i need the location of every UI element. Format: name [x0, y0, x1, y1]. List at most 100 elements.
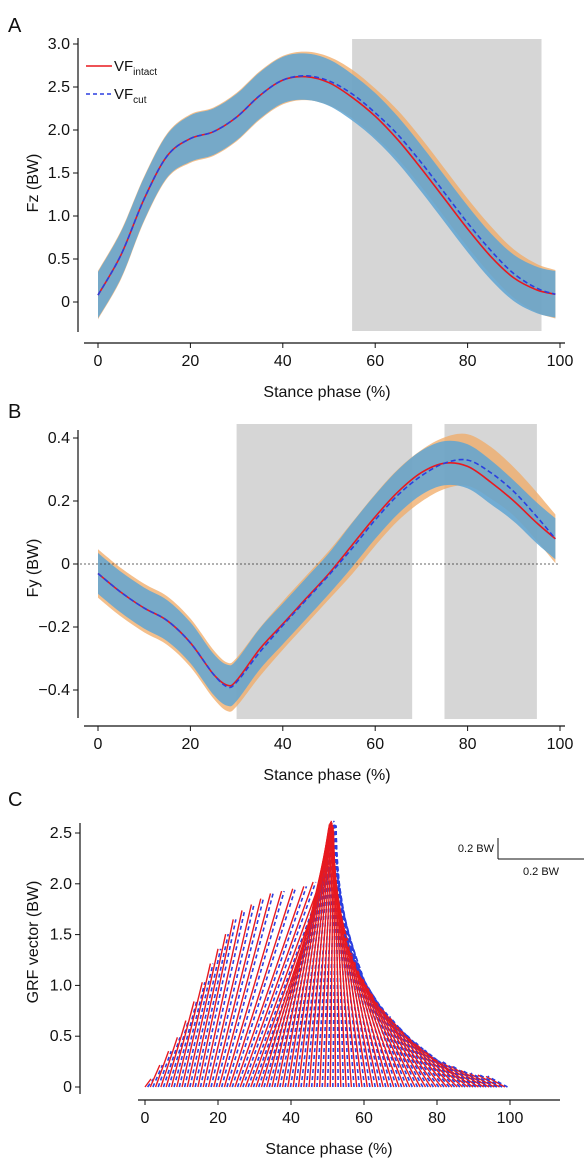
grf-vector-cut [236, 886, 308, 1088]
panel-c-x-tick-label: 40 [282, 1110, 300, 1127]
grf-vector-intact [191, 933, 227, 1088]
grf-vector-intact [432, 1057, 474, 1088]
grf-vector-intact [405, 1035, 458, 1088]
grf-vector-intact [223, 890, 283, 1088]
panel-a-line-intact [97, 75, 556, 296]
panel-c-y-tick-label: 1.0 [50, 977, 72, 994]
panel-a-y-tick-label: 2.0 [48, 122, 70, 139]
grf-vector-cut [242, 881, 317, 1088]
panel-a-x-tick-label: 20 [182, 353, 200, 370]
panel-c: C 0 0.5 1.0 1.5 2.0 2.5 0 20 40 60 80 100 0.2 BW 0.… [8, 789, 584, 1158]
grf-vector-intact [308, 820, 333, 1088]
panel-a-y-tick-label: 0.5 [48, 251, 70, 268]
panel-b-x-tick-label: 100 [547, 736, 574, 753]
grf-vector-intact [324, 826, 334, 1088]
panel-c-xlabel: Stance phase (%) [265, 1141, 392, 1158]
panel-a-x-tick-label: 60 [366, 353, 384, 370]
grf-vector-cut [152, 1064, 164, 1088]
panel-b-x-tick-label: 80 [459, 736, 477, 753]
grf-vector-intact [197, 919, 234, 1088]
panel-a-legend: VFintact VFcut [86, 58, 157, 106]
panel-b-bands [98, 433, 556, 712]
grf-vector-intact [297, 823, 331, 1088]
panel-a-y-tick-label: 1.0 [48, 208, 70, 225]
panel-a-y-tick-label: 0 [61, 294, 70, 311]
grf-vector-intact [380, 1008, 442, 1088]
grf-vector-cut [178, 982, 206, 1088]
grf-vector-intact [207, 904, 253, 1088]
grf-vector-intact [292, 824, 331, 1088]
panel-b: B −0.4 −0.2 0 0.2 0.4 0 20 40 60 80 100 Stance pha… [8, 401, 573, 784]
panel-b-y-tick-label: −0.4 [38, 682, 70, 699]
panel-b-band-intact [98, 440, 556, 707]
grf-vector-cut [162, 1037, 181, 1088]
panel-a: A 0 0.5 1.0 1.5 2.0 2.5 3.0 0 20 40 60 80 100 VFinta… [8, 15, 573, 401]
scale-bar-horizontal-label: 0.2 BW [523, 866, 560, 878]
panel-c-label: C [8, 789, 22, 811]
grf-vector-cut [268, 851, 331, 1088]
panel-b-y-tick-label: −0.2 [38, 619, 70, 636]
grf-vector-intact [329, 830, 335, 1088]
panel-c-x-tick-label: 60 [355, 1110, 373, 1127]
grf-vector-cut [338, 893, 387, 1088]
panel-c-x-tick-label: 100 [497, 1110, 524, 1127]
grf-vector-cut [194, 933, 230, 1088]
grf-vector-intact [149, 1064, 161, 1088]
panel-a-lines [97, 74, 556, 296]
grf-vector-intact [477, 1074, 500, 1088]
grf-vector-intact [218, 893, 272, 1088]
grf-vector-intact [469, 1072, 495, 1088]
legend-label-cut: VFcut [114, 86, 147, 106]
panel-a-xlabel: Stance phase (%) [263, 384, 390, 401]
grf-vector-intact [287, 827, 330, 1088]
panel-c-ylabel: GRF vector (BW) [25, 881, 42, 1004]
grf-vector-intact [414, 1042, 464, 1088]
grf-vector-intact [165, 1020, 187, 1088]
panel-b-axes: −0.4 −0.2 0 0.2 0.4 0 20 40 60 80 100 [38, 430, 573, 753]
grf-vector-cut [405, 1034, 461, 1088]
panel-c-scale-bar: 0.2 BW 0.2 BW [458, 838, 584, 878]
panel-b-y-tick-label: 0.4 [48, 430, 70, 447]
panel-b-line-cut [97, 458, 557, 689]
grf-vector-intact [144, 1078, 152, 1088]
panel-a-band-intact [98, 53, 556, 319]
grf-vector-intact [318, 824, 334, 1088]
grf-vector-cut [157, 1050, 172, 1088]
panel-a-y-tick-label: 2.5 [48, 79, 70, 96]
panel-a-y-tick-label: 3.0 [48, 36, 70, 53]
panel-c-y-tick-label: 0 [63, 1079, 72, 1096]
panel-b-lines [97, 458, 557, 689]
grf-vector-cut [478, 1074, 503, 1088]
panel-a-line-cut [97, 74, 556, 296]
grf-vector-intact [229, 888, 294, 1088]
panel-c-x-tick-label: 0 [141, 1110, 150, 1127]
grf-vector-cut [487, 1075, 508, 1088]
grf-vector-cut [168, 1020, 190, 1088]
panel-b-xlabel: Stance phase (%) [263, 767, 390, 784]
panel-a-x-tick-label: 100 [547, 353, 574, 370]
panel-b-x-tick-label: 0 [94, 736, 103, 753]
grf-vector-intact [213, 898, 262, 1088]
grf-vector-cut [220, 893, 274, 1088]
panel-c-vectors [144, 820, 508, 1088]
grf-vector-cut [189, 948, 222, 1088]
grf-vector-intact [313, 822, 333, 1088]
panel-c-x-tick-label: 80 [428, 1110, 446, 1127]
grf-vector-cut [257, 866, 332, 1088]
panel-b-x-tick-label: 20 [182, 736, 200, 753]
grf-vector-intact [281, 833, 329, 1088]
grf-vector-intact [170, 1001, 195, 1088]
grf-vector-cut [226, 890, 285, 1088]
panel-b-ylabel: Fy (BW) [25, 539, 42, 598]
grf-vector-intact [244, 876, 323, 1088]
panel-c-axes: 0 0.5 1.0 1.5 2.0 2.5 0 20 40 60 80 100 [50, 823, 560, 1127]
grf-vector-cut [341, 913, 398, 1088]
grf-vector-intact [332, 835, 337, 1088]
grf-vector-cut [343, 923, 403, 1088]
grf-vector-intact [176, 982, 203, 1088]
grf-vector-intact [154, 1050, 170, 1088]
grf-vector-intact [423, 1050, 469, 1088]
grf-vector-cut [173, 1001, 198, 1088]
grf-vector-intact [181, 963, 212, 1088]
